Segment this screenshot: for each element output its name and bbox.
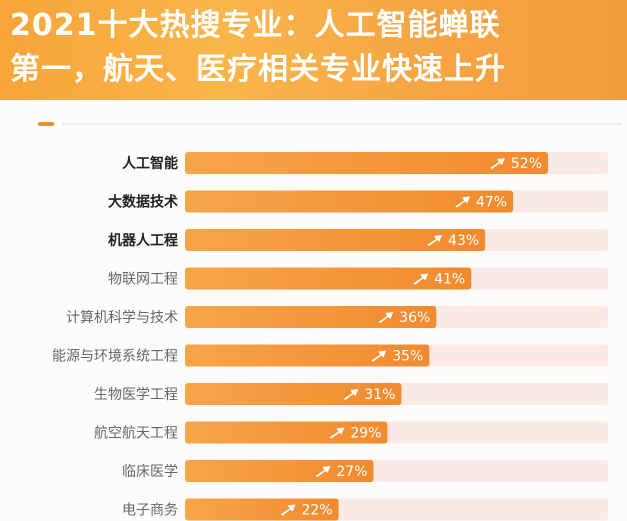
bar [185, 383, 402, 405]
bar [185, 344, 430, 367]
value-label: 35% [392, 349, 423, 365]
bar [185, 460, 374, 482]
trend-up-icon [315, 466, 331, 477]
value-label: 41% [434, 272, 465, 288]
value-label: 31% [364, 387, 395, 403]
bar [185, 152, 548, 174]
trend-up-icon [329, 427, 345, 439]
section-divider-accent [38, 122, 54, 126]
category-label: 航空航天工程 [94, 426, 178, 442]
trend-up-icon [280, 504, 296, 516]
category-label: 大数据技术 [108, 194, 178, 211]
category-label: 计算机科学与技术 [66, 310, 178, 326]
bar-chart: 人工智能 52% 大数据技术 47% 机器人工程 43% 物联网工程 41% 计算机科学与技术 3… [52, 152, 608, 521]
title-line-1: 2021十大热搜专业：人工智能蝉联 [10, 8, 501, 43]
trend-up-icon [371, 350, 387, 362]
value-label: 52% [511, 156, 542, 172]
bar [185, 229, 486, 251]
value-label: 27% [336, 464, 367, 480]
category-label: 临床医学 [122, 464, 178, 480]
section-divider-line [62, 123, 622, 125]
trend-up-icon [378, 312, 394, 323]
trend-up-icon [413, 273, 429, 285]
trend-up-icon [343, 389, 359, 400]
title-banner: 2021十大热搜专业：人工智能蝉联 第一，航天、医疗相关专业快速上升 [0, 0, 627, 100]
category-label: 物联网工程 [108, 272, 178, 288]
value-label: 36% [399, 310, 430, 326]
bar [185, 498, 339, 521]
category-label: 人工智能 [122, 155, 178, 172]
trend-up-icon [455, 196, 471, 208]
value-label: 29% [350, 426, 381, 442]
category-label: 电子商务 [122, 503, 178, 519]
value-label: 43% [448, 233, 479, 249]
bar [185, 306, 437, 328]
bar [185, 421, 388, 444]
bar [185, 267, 472, 290]
trend-up-icon [490, 158, 505, 169]
category-label: 生物医学工程 [94, 387, 178, 403]
bar [185, 190, 514, 213]
value-label: 47% [476, 195, 507, 211]
value-label: 22% [301, 503, 332, 519]
title-line-2: 第一，航天、医疗相关专业快速上升 [10, 52, 506, 87]
category-label: 能源与环境系统工程 [52, 349, 178, 365]
trend-up-icon [427, 235, 443, 246]
category-label: 机器人工程 [108, 232, 178, 249]
